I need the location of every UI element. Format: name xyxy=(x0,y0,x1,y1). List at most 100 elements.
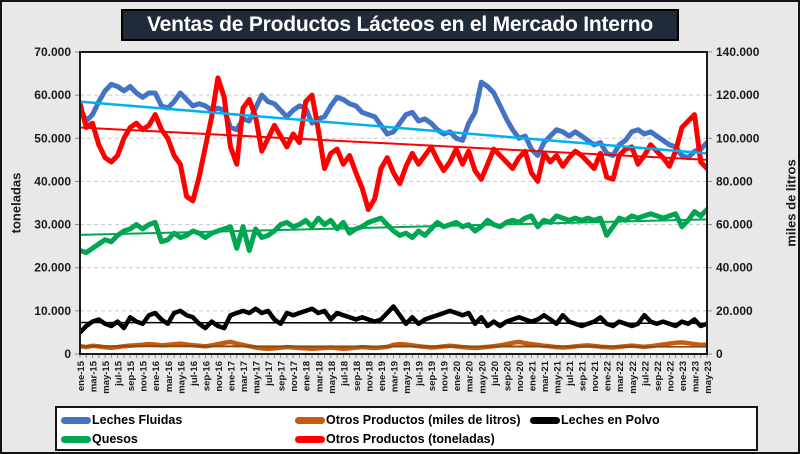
svg-text:may-17: may-17 xyxy=(252,361,263,394)
svg-text:nov-19: nov-19 xyxy=(440,361,451,392)
svg-text:jul-16: jul-16 xyxy=(189,361,200,387)
plot-background xyxy=(80,52,707,354)
svg-text:0: 0 xyxy=(716,347,723,361)
svg-text:sep-19: sep-19 xyxy=(427,361,438,391)
svg-text:nov-15: nov-15 xyxy=(139,360,150,391)
svg-text:may-20: may-20 xyxy=(477,361,488,394)
svg-text:nov-20: nov-20 xyxy=(515,361,526,392)
svg-text:jul-17: jul-17 xyxy=(264,361,275,387)
svg-text:mar-19: mar-19 xyxy=(390,361,401,392)
plot-frame xyxy=(79,51,708,355)
svg-text:jul-20: jul-20 xyxy=(490,361,501,387)
svg-text:40.000: 40.000 xyxy=(34,174,71,188)
svg-text:ene-19: ene-19 xyxy=(377,361,388,391)
svg-text:80.000: 80.000 xyxy=(716,174,753,188)
svg-text:nov-18: nov-18 xyxy=(364,361,375,392)
svg-text:ene-21: ene-21 xyxy=(527,360,538,391)
svg-text:mar-18: mar-18 xyxy=(314,361,325,392)
svg-text:mar-23: mar-23 xyxy=(690,361,701,392)
trendline xyxy=(79,100,708,155)
legend-label: Quesos xyxy=(92,432,138,446)
svg-text:ene-16: ene-16 xyxy=(151,361,162,391)
svg-text:jul-19: jul-19 xyxy=(415,361,426,387)
svg-text:ene-23: ene-23 xyxy=(678,361,689,391)
svg-text:may-15: may-15 xyxy=(101,360,112,393)
legend-marker-leches-en-polvo xyxy=(530,416,560,424)
legend-marker-quesos xyxy=(61,435,91,443)
svg-text:ene-20: ene-20 xyxy=(452,361,463,391)
svg-text:20.000: 20.000 xyxy=(34,261,71,275)
svg-text:ene-17: ene-17 xyxy=(226,361,237,391)
trendline xyxy=(79,218,708,236)
y-axis-title-right: miles de litros xyxy=(783,159,799,247)
svg-text:ene-18: ene-18 xyxy=(302,361,313,391)
legend-item-otros-miles-litros: Otros Productos (miles de litros) xyxy=(295,413,520,427)
svg-text:50.000: 50.000 xyxy=(34,131,71,145)
svg-text:40.000: 40.000 xyxy=(716,261,753,275)
trendline xyxy=(79,321,708,325)
legend-marker-otros-toneladas xyxy=(295,435,325,443)
svg-text:sep-15: sep-15 xyxy=(126,360,137,391)
legend-label: Otros Productos (toneladas) xyxy=(326,432,495,446)
svg-text:sep-16: sep-16 xyxy=(201,361,212,391)
legend-label: Leches Fluidas xyxy=(92,413,183,427)
svg-text:mar-21: mar-21 xyxy=(540,360,551,392)
legend-marker-otros-miles-litros xyxy=(295,416,325,424)
series-quesos xyxy=(79,207,708,256)
svg-text:120.000: 120.000 xyxy=(716,88,760,102)
legend-item-leches-en-polvo: Leches en Polvo xyxy=(530,413,660,427)
svg-text:mar-15: mar-15 xyxy=(89,360,100,392)
svg-text:60.000: 60.000 xyxy=(34,88,71,102)
svg-text:jul-18: jul-18 xyxy=(339,361,350,387)
svg-text:may-23: may-23 xyxy=(703,361,714,394)
series-otros_t xyxy=(79,75,708,212)
svg-text:mar-16: mar-16 xyxy=(164,361,175,392)
svg-text:ene-15: ene-15 xyxy=(76,360,87,391)
svg-text:100.000: 100.000 xyxy=(716,131,760,145)
svg-text:nov-16: nov-16 xyxy=(214,361,225,392)
svg-text:mar-17: mar-17 xyxy=(239,361,250,392)
svg-text:70.000: 70.000 xyxy=(34,45,71,59)
svg-text:60.000: 60.000 xyxy=(716,218,753,232)
svg-text:may-21: may-21 xyxy=(553,360,564,393)
svg-text:mar-20: mar-20 xyxy=(465,361,476,392)
svg-text:jul-22: jul-22 xyxy=(640,361,651,387)
svg-text:may-19: may-19 xyxy=(402,361,413,394)
legend-label: Leches en Polvo xyxy=(561,413,660,427)
trendline xyxy=(79,126,708,161)
series-polvo xyxy=(79,304,708,335)
svg-text:sep-21: sep-21 xyxy=(578,360,589,391)
svg-text:nov-21: nov-21 xyxy=(590,360,601,391)
legend-label: Otros Productos (miles de litros) xyxy=(326,413,521,427)
y-axis-title-left: toneladas xyxy=(8,172,24,234)
svg-text:sep-22: sep-22 xyxy=(653,361,664,391)
svg-text:0: 0 xyxy=(64,347,71,361)
svg-text:jul-15: jul-15 xyxy=(114,360,125,387)
chart-title: Ventas de Productos Lácteos en el Mercad… xyxy=(120,9,680,41)
svg-text:jul-21: jul-21 xyxy=(565,360,576,387)
svg-text:140.000: 140.000 xyxy=(716,45,760,59)
svg-text:may-16: may-16 xyxy=(176,361,187,394)
svg-text:nov-22: nov-22 xyxy=(665,361,676,392)
y-axis-left: 0 10.000 20.000 30.000 40.000 50.000 60.000 70.… xyxy=(34,45,80,361)
svg-text:may-22: may-22 xyxy=(628,361,639,394)
svg-text:30.000: 30.000 xyxy=(34,218,71,232)
legend-item-quesos: Quesos xyxy=(61,432,138,446)
svg-text:ene-22: ene-22 xyxy=(603,361,614,391)
svg-text:sep-17: sep-17 xyxy=(277,361,288,391)
legend-marker-leches-fluidas xyxy=(61,416,91,424)
svg-text:mar-22: mar-22 xyxy=(615,361,626,392)
series-fluidas xyxy=(79,79,708,161)
svg-text:10.000: 10.000 xyxy=(34,304,71,318)
svg-text:sep-18: sep-18 xyxy=(352,361,363,391)
legend-item-leches-fluidas: Leches Fluidas xyxy=(61,413,182,427)
legend-item-otros-toneladas: Otros Productos (toneladas) xyxy=(295,432,495,446)
svg-text:may-18: may-18 xyxy=(327,361,338,394)
y-axis-right: 0 20.000 40.000 60.000 80.000 100.000 120.000 1… xyxy=(707,45,760,361)
legend-box: Leches Fluidas Otros Productos (miles de… xyxy=(55,406,758,451)
svg-text:nov-17: nov-17 xyxy=(289,361,300,392)
svg-text:20.000: 20.000 xyxy=(716,304,753,318)
x-axis-labels: ene-15 mar-15 may-15 jul-15 sep-15 nov-15 ene-… xyxy=(76,360,714,393)
